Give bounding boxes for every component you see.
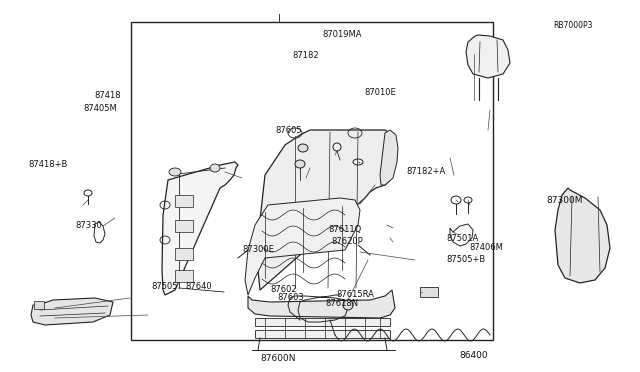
Bar — [255, 330, 390, 338]
Text: 87505: 87505 — [152, 282, 179, 291]
Bar — [255, 318, 390, 326]
Text: 87618N: 87618N — [325, 299, 358, 308]
Bar — [175, 195, 193, 207]
Text: 87182+A: 87182+A — [406, 167, 445, 176]
Text: 87300M: 87300M — [546, 196, 583, 205]
Ellipse shape — [169, 168, 181, 176]
Bar — [131, 22, 493, 340]
Text: 87600N: 87600N — [260, 355, 296, 363]
Text: 87182: 87182 — [292, 51, 319, 60]
Bar — [34, 301, 44, 309]
Text: 87019MA: 87019MA — [323, 30, 362, 39]
Text: 86400: 86400 — [460, 351, 488, 360]
Text: 87603: 87603 — [278, 293, 305, 302]
Text: 87010E: 87010E — [365, 88, 397, 97]
Polygon shape — [248, 290, 395, 318]
Polygon shape — [380, 130, 398, 185]
Text: 87300E: 87300E — [242, 246, 274, 254]
Bar — [175, 248, 193, 260]
Ellipse shape — [298, 144, 308, 152]
Bar — [420, 287, 438, 297]
Polygon shape — [555, 188, 610, 283]
Polygon shape — [258, 130, 397, 290]
Text: 87505+B: 87505+B — [447, 255, 486, 264]
Text: 87620P: 87620P — [332, 237, 364, 246]
Text: 87330: 87330 — [75, 221, 102, 230]
Ellipse shape — [343, 300, 353, 310]
Text: 87406M: 87406M — [470, 243, 504, 252]
Ellipse shape — [210, 164, 220, 172]
Ellipse shape — [295, 160, 305, 168]
Text: 87405M: 87405M — [83, 104, 117, 113]
Polygon shape — [162, 162, 238, 295]
Text: 87602: 87602 — [270, 285, 297, 294]
Text: 87418: 87418 — [95, 92, 122, 100]
Polygon shape — [31, 298, 113, 325]
Polygon shape — [466, 35, 510, 78]
Text: 87501A: 87501A — [447, 234, 479, 243]
Text: 87640: 87640 — [185, 282, 212, 291]
Bar — [175, 220, 193, 232]
Text: RB7000P3: RB7000P3 — [553, 21, 593, 30]
Text: 87605: 87605 — [275, 126, 302, 135]
Text: 87418+B: 87418+B — [28, 160, 68, 169]
Text: 87611Q: 87611Q — [328, 225, 362, 234]
Bar — [175, 270, 193, 282]
Polygon shape — [245, 198, 360, 295]
Text: 87615RA: 87615RA — [336, 291, 374, 299]
